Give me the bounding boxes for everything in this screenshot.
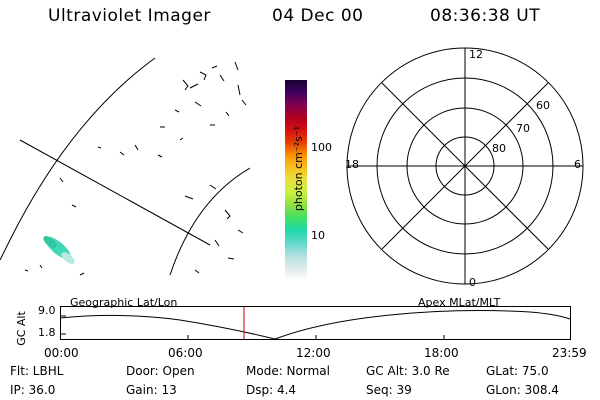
altitude-curve bbox=[60, 310, 571, 340]
alt-plot-ticks bbox=[60, 315, 445, 340]
earth-limb-outer bbox=[0, 57, 156, 261]
mlt-label-12: 12 bbox=[469, 48, 483, 61]
lat-label-80: 80 bbox=[492, 142, 506, 155]
diagonal-2 bbox=[381, 82, 549, 250]
ip-info: IP: 36.0 bbox=[10, 383, 56, 397]
altitude-timeline-plot bbox=[60, 306, 571, 340]
lat-label-70: 70 bbox=[516, 122, 530, 135]
colorbar-unit-label: photon cm⁻²s⁻¹ bbox=[292, 125, 306, 212]
mode-info: Mode: Normal bbox=[246, 364, 330, 378]
xtick-1800: 18:00 bbox=[424, 346, 459, 360]
coastline-fragments bbox=[24, 61, 247, 276]
mlt-label-6: 6 bbox=[574, 158, 581, 171]
gain-info: Gain: 13 bbox=[126, 383, 177, 397]
alt-plot-frame bbox=[60, 306, 571, 340]
xtick-0000: 00:00 bbox=[44, 346, 79, 360]
geographic-map-panel bbox=[0, 57, 250, 276]
colorbar-tick-100: 100 bbox=[311, 141, 332, 154]
gc-alt-axis-label: GC Alt bbox=[14, 311, 28, 346]
aurora-emission-patch bbox=[43, 236, 75, 264]
polar-mlt-plot: 12 18 6 0 60 70 80 bbox=[345, 47, 584, 286]
instrument-title: Ultraviolet Imager bbox=[48, 6, 211, 26]
intensity-colorbar bbox=[285, 80, 307, 280]
geographic-latlon-label: Geographic Lat/Lon bbox=[70, 296, 178, 309]
date-label: 04 Dec 00 bbox=[272, 6, 364, 26]
lat-label-60: 60 bbox=[536, 99, 550, 112]
mlt-label-0: 0 bbox=[469, 276, 476, 286]
earth-limb-inner bbox=[169, 167, 250, 276]
gc-alt-info: GC Alt: 3.0 Re bbox=[366, 364, 450, 378]
glon-info: GLon: 308.4 bbox=[486, 383, 559, 397]
xtick-0600: 06:00 bbox=[168, 346, 203, 360]
terminator-line bbox=[19, 139, 211, 246]
colorbar-tick-10: 10 bbox=[311, 229, 325, 242]
dsp-info: Dsp: 4.4 bbox=[246, 383, 297, 397]
apex-mlat-mlt-label: Apex MLat/MLT bbox=[418, 296, 501, 309]
xtick-1200: 12:00 bbox=[296, 346, 331, 360]
glat-info: GLat: 75.0 bbox=[486, 364, 549, 378]
mlt-label-18: 18 bbox=[345, 158, 359, 171]
filter-info: Flt: LBHL bbox=[10, 364, 64, 378]
time-label: 08:36:38 UT bbox=[430, 6, 541, 26]
alt-tick-high: 9.0 bbox=[38, 304, 56, 317]
seq-info: Seq: 39 bbox=[366, 383, 412, 397]
xtick-2359: 23:59 bbox=[552, 346, 587, 360]
door-info: Door: Open bbox=[126, 364, 195, 378]
alt-tick-low: 1.8 bbox=[38, 326, 56, 339]
